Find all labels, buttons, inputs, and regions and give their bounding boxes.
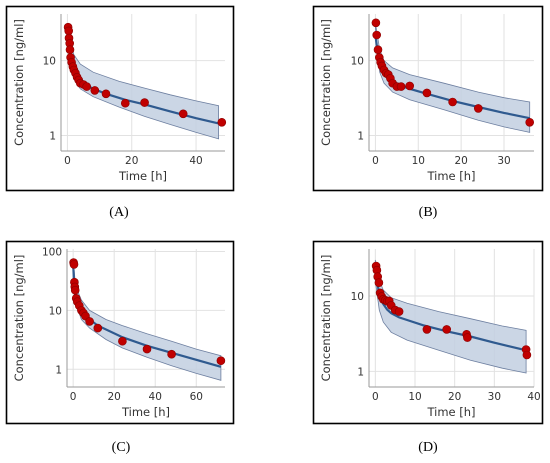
data-point bbox=[101, 89, 111, 99]
y-tick-label: 10 bbox=[43, 56, 56, 68]
x-tick-label: 60 bbox=[190, 391, 203, 403]
y-axis-label: Concentration [ng/ml] bbox=[319, 19, 333, 146]
y-tick-label: 1 bbox=[55, 364, 62, 376]
data-point bbox=[217, 118, 227, 127]
data-point bbox=[93, 323, 103, 333]
chart-panel-b: 0 10 20 30 1 10 Time [h] Concentration [ng/ml] bbox=[312, 5, 544, 192]
data-point bbox=[422, 325, 432, 334]
data-point bbox=[142, 344, 152, 354]
caption-c: (C) bbox=[111, 440, 131, 455]
data-point bbox=[70, 285, 80, 295]
data-point bbox=[396, 82, 406, 91]
x-axis-label: Time [h] bbox=[118, 169, 167, 183]
chart-panel-c: 0 20 40 60 1 10 100 Time [h] Concentration [ng/m… bbox=[5, 240, 235, 425]
data-point bbox=[216, 356, 226, 365]
y-axis-label: Concentration [ng/ml] bbox=[319, 255, 333, 382]
caption-d: (D) bbox=[418, 440, 438, 455]
data-point bbox=[405, 81, 414, 91]
data-point bbox=[448, 97, 457, 107]
chart-a-svg: 0 20 40 1 10 Time [h] Concentration [ng/ml] bbox=[5, 5, 235, 192]
chart-panel-a: 0 20 40 1 10 Time [h] Concentration [ng/ml] bbox=[5, 5, 235, 192]
data-point bbox=[474, 104, 483, 113]
x-tick-label: 20 bbox=[448, 391, 461, 403]
x-tick-label: 20 bbox=[108, 391, 121, 403]
x-tick-label: 0 bbox=[64, 155, 71, 167]
x-tick-label: 30 bbox=[488, 391, 501, 403]
data-point bbox=[178, 109, 188, 119]
x-axis-label: Time [h] bbox=[426, 405, 475, 419]
x-tick-label: 10 bbox=[412, 155, 425, 167]
y-tick-label: 1 bbox=[357, 366, 364, 378]
y-tick-label: 10 bbox=[49, 305, 62, 317]
x-tick-label: 20 bbox=[125, 155, 138, 167]
chart-panel-d: 0 10 20 30 40 1 10 Time [h] Concentration [ng/ml… bbox=[312, 240, 544, 425]
y-tick-label: 10 bbox=[351, 56, 364, 68]
data-point bbox=[82, 82, 91, 91]
y-axis-label: Concentration [ng/ml] bbox=[12, 255, 26, 382]
x-tick-label: 0 bbox=[372, 391, 379, 403]
x-tick-label: 0 bbox=[70, 391, 77, 403]
data-point bbox=[371, 18, 381, 28]
x-tick-label: 40 bbox=[189, 155, 202, 167]
data-point bbox=[65, 45, 75, 55]
chart-d-svg: 0 10 20 30 40 1 10 Time [h] Concentration [ng/ml… bbox=[312, 240, 544, 425]
y-tick-label: 1 bbox=[49, 130, 56, 142]
data-point bbox=[373, 45, 383, 55]
prediction-band bbox=[375, 22, 531, 133]
data-point bbox=[522, 350, 532, 360]
caption-b: (B) bbox=[418, 205, 438, 220]
data-point bbox=[118, 336, 127, 346]
x-tick-label: 10 bbox=[408, 391, 421, 403]
caption-a: (A) bbox=[109, 205, 129, 220]
y-axis-label: Concentration [ng/ml] bbox=[12, 19, 26, 146]
data-point bbox=[90, 86, 100, 95]
data-point bbox=[442, 325, 451, 334]
data-point bbox=[121, 98, 130, 108]
data-point bbox=[525, 118, 534, 127]
data-point bbox=[463, 333, 472, 342]
data-point bbox=[394, 307, 404, 316]
x-axis-label: Time [h] bbox=[426, 169, 475, 183]
data-point bbox=[372, 30, 382, 40]
y-tick-label: 10 bbox=[351, 291, 364, 303]
x-tick-label: 20 bbox=[454, 155, 467, 167]
data-point bbox=[167, 349, 176, 359]
data-point bbox=[422, 88, 432, 98]
x-tick-label: 30 bbox=[497, 155, 510, 167]
x-tick-label: 0 bbox=[372, 155, 379, 167]
data-point bbox=[64, 26, 74, 36]
x-tick-label: 40 bbox=[149, 391, 162, 403]
data-point bbox=[69, 260, 79, 269]
x-axis-label: Time [h] bbox=[121, 405, 170, 419]
y-tick-label: 100 bbox=[42, 246, 62, 258]
chart-c-svg: 0 20 40 60 1 10 100 Time [h] Concentration [ng/m… bbox=[5, 240, 235, 425]
x-tick-label: 40 bbox=[527, 391, 540, 403]
data-point bbox=[140, 98, 149, 107]
y-tick-label: 1 bbox=[357, 130, 364, 142]
data-point bbox=[374, 278, 384, 288]
data-point bbox=[85, 317, 94, 326]
